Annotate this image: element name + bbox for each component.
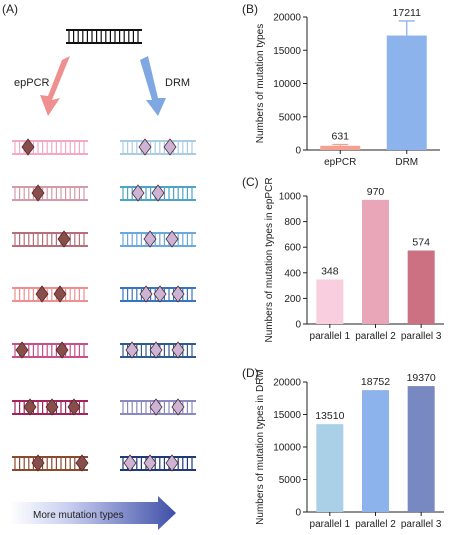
y-axis-label: Numbers of mutation types: [255, 24, 266, 144]
x-tick-label: DRM: [395, 157, 418, 168]
x-tick-label: epPCR: [324, 157, 356, 168]
panel-a-label: (A): [2, 2, 18, 16]
eppcr-dna-3: [12, 232, 88, 247]
data-label: 631: [331, 130, 349, 142]
data-label: 970: [367, 186, 385, 198]
panel-c-label: (C): [242, 175, 259, 189]
mutation-diamond-icon: [35, 285, 49, 303]
y-tick-label: 1000: [279, 192, 302, 203]
data-label: 348: [321, 265, 339, 277]
mutation-diamond-icon: [151, 184, 165, 202]
y-tick-label: 0: [295, 146, 301, 157]
eppcr-dna-2: [12, 186, 88, 201]
chart-b: 0 5000 10000 15000 20000 Numbers of mutation …: [255, 7, 440, 168]
bar-parallel-2: [362, 199, 389, 324]
mutation-diamond-icon: [163, 138, 177, 156]
bar-parallel-1: [316, 424, 344, 512]
x-tick-label: parallel 2: [355, 331, 396, 342]
drm-dna-3: [120, 232, 196, 247]
y-tick-label: 15000: [273, 46, 301, 57]
mutation-diamond-icon: [143, 454, 157, 472]
x-tick-label: parallel 2: [355, 519, 396, 530]
x-tick-label: parallel 1: [310, 331, 351, 342]
mutation-diamond-icon: [171, 341, 185, 359]
data-label: 17211: [393, 7, 422, 19]
bar-parallel-3: [407, 386, 435, 512]
panel-b-label: (B): [242, 2, 258, 16]
y-tick-label: 800: [284, 217, 301, 228]
panel-a-schematic: (A) epPCR DRM More mutation types: [2, 2, 196, 530]
x-tick-label: parallel 3: [401, 331, 442, 342]
mutation-diamond-icon: [53, 285, 67, 303]
mutation-diamond-icon: [57, 230, 71, 248]
y-tick-label: 20000: [273, 13, 301, 24]
mutation-diamond-icon: [171, 285, 185, 303]
y-axis-label: Numbers of mutation types in DRM: [255, 369, 266, 525]
mutation-diamond-icon: [31, 454, 45, 472]
bar-parallel-2: [362, 390, 389, 512]
bar-parallel-3: [407, 250, 435, 324]
y-tick-label: 5000: [279, 112, 302, 123]
mutation-diamond-icon: [149, 398, 163, 416]
data-label: 18752: [361, 376, 390, 388]
data-label: 574: [412, 237, 430, 249]
mutation-diamond-icon: [75, 454, 89, 472]
more-mutation-types-arrow: More mutation types: [10, 496, 176, 530]
mutation-diamond-icon: [123, 454, 137, 472]
data-label: 13510: [315, 410, 344, 422]
mutation-diamond-icon: [171, 398, 185, 416]
bar-eppcr: [320, 145, 361, 150]
mutation-diamond-icon: [23, 398, 37, 416]
y-tick-label: 600: [284, 243, 301, 254]
y-tick-label: 0: [295, 320, 301, 331]
mutation-diamond-icon: [153, 285, 167, 303]
eppcr-dna-4: [12, 287, 88, 302]
y-tick-label: 5000: [279, 475, 302, 486]
y-tick-label: 10000: [273, 79, 301, 90]
data-label: 19370: [407, 372, 436, 384]
more-mutation-types-label: More mutation types: [33, 510, 124, 521]
y-axis-label: Numbers of mutation types in epPCR: [264, 177, 275, 342]
mutation-diamond-icon: [55, 341, 69, 359]
mutation-diamond-icon: [131, 184, 145, 202]
y-tick-label: 400: [284, 268, 301, 279]
mutation-diamond-icon: [138, 138, 152, 156]
y-tick-label: 200: [284, 294, 301, 305]
bar-drm: [386, 35, 427, 151]
mutation-diamond-icon: [143, 230, 157, 248]
x-tick-label: parallel 3: [401, 519, 442, 530]
template-dna: [66, 29, 142, 44]
y-tick-label: 15000: [273, 410, 301, 421]
drm-dna-1: [120, 140, 196, 155]
mutation-diamond-icon: [165, 230, 179, 248]
eppcr-arrow-icon: [40, 56, 70, 116]
eppcr-label: epPCR: [14, 77, 50, 89]
mutation-diamond-icon: [45, 398, 59, 416]
mutation-diamond-icon: [31, 184, 45, 202]
drm-label: DRM: [165, 77, 190, 89]
bar-parallel-1: [316, 279, 344, 324]
mutation-diamond-icon: [67, 398, 81, 416]
drm-arrow-icon: [140, 56, 166, 116]
template-dna-icon: [66, 29, 142, 44]
mutation-diamond-icon: [139, 285, 153, 303]
mutation-diamond-icon: [149, 341, 163, 359]
mutation-diamond-icon: [165, 454, 179, 472]
mutation-diamond-icon: [21, 138, 35, 156]
panel-d-label: (D): [242, 366, 259, 380]
x-tick-label: parallel 1: [310, 519, 351, 530]
chart-d: 0 5000 10000 15000 20000 Numbers of mutation …: [255, 369, 444, 530]
mutation-diamond-icon: [15, 341, 29, 359]
y-tick-label: 0: [295, 508, 301, 519]
y-tick-label: 20000: [273, 378, 301, 389]
chart-c: 0 200 400 600 800 1000 Numbers of mutation typ…: [264, 177, 444, 343]
mutation-diamond-icon: [125, 341, 139, 359]
eppcr-dna-7: [12, 456, 88, 471]
y-tick-label: 10000: [273, 443, 301, 454]
